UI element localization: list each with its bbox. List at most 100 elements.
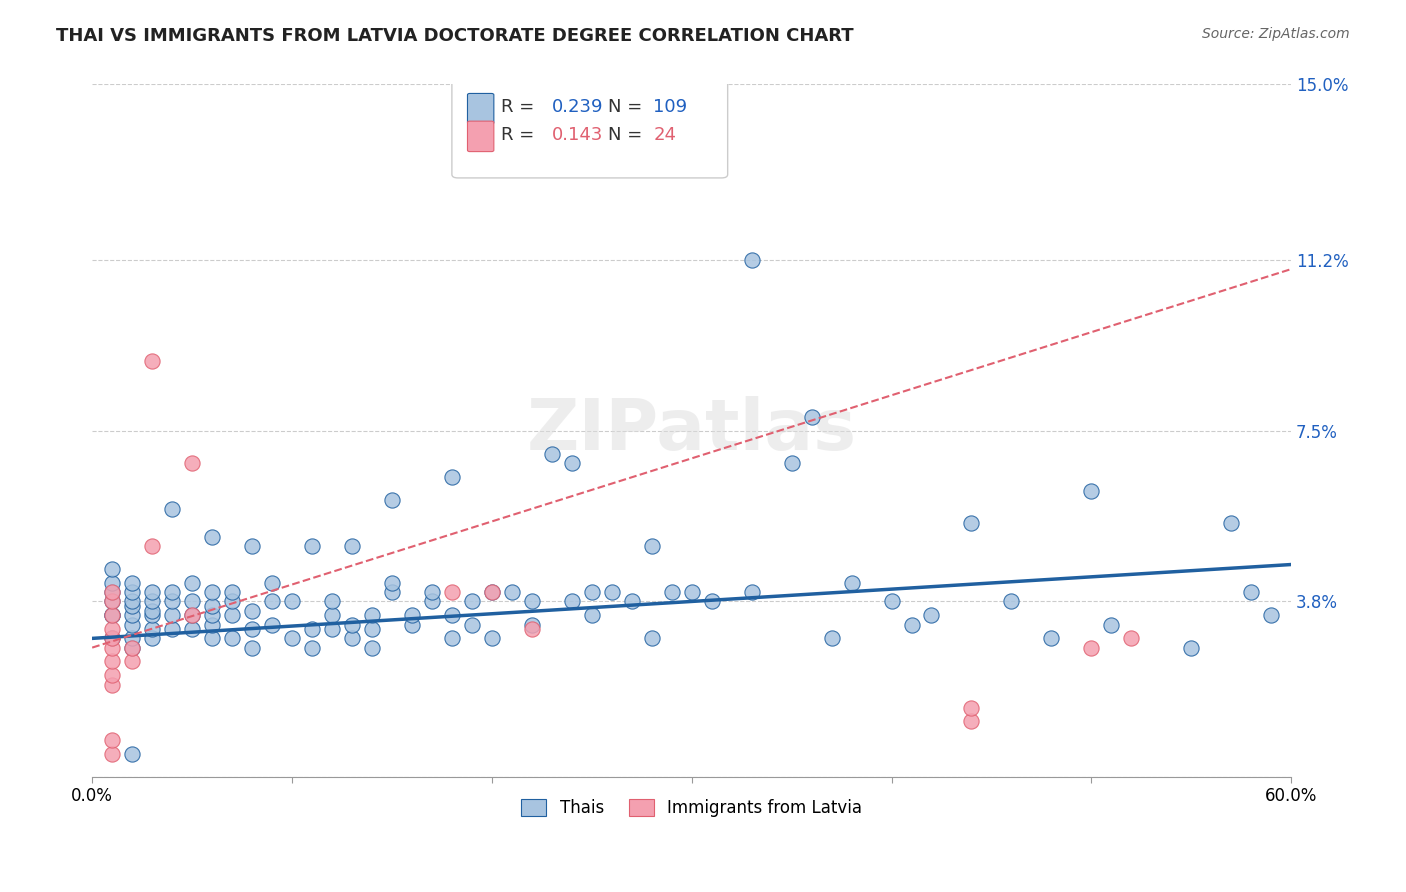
Point <box>520 594 543 608</box>
Point <box>181 608 204 623</box>
Point <box>181 594 204 608</box>
Point <box>181 622 204 636</box>
Point <box>321 622 343 636</box>
Point <box>381 492 404 507</box>
Point <box>101 655 124 669</box>
Point <box>101 622 124 636</box>
Point <box>101 677 124 691</box>
Point <box>741 585 763 599</box>
Point <box>641 539 664 553</box>
Point <box>281 594 304 608</box>
Point <box>1080 640 1102 655</box>
Point <box>121 599 143 613</box>
Point <box>201 585 224 599</box>
Point <box>101 640 124 655</box>
Point <box>121 576 143 591</box>
Point <box>121 608 143 623</box>
Point <box>960 516 983 530</box>
Text: R =: R = <box>501 98 540 116</box>
Point <box>501 585 523 599</box>
Point <box>481 585 503 599</box>
Point <box>260 576 283 591</box>
Point <box>121 640 143 655</box>
Point <box>381 585 404 599</box>
Point <box>260 594 283 608</box>
Point <box>321 594 343 608</box>
Point <box>141 632 163 646</box>
Point <box>340 539 363 553</box>
Point <box>800 409 823 424</box>
Text: 0.143: 0.143 <box>551 126 603 144</box>
Point <box>201 599 224 613</box>
Point <box>101 585 124 599</box>
Point <box>101 576 124 591</box>
Point <box>401 608 423 623</box>
Point <box>121 617 143 632</box>
Point <box>101 608 124 623</box>
Point <box>240 539 263 553</box>
Point <box>101 668 124 682</box>
Point <box>1220 516 1243 530</box>
Point <box>221 594 243 608</box>
Point <box>780 456 803 470</box>
Point <box>301 622 323 636</box>
Point <box>440 585 463 599</box>
Point <box>561 594 583 608</box>
Point <box>121 632 143 646</box>
Point <box>520 622 543 636</box>
Point <box>121 585 143 599</box>
Point <box>420 594 443 608</box>
Point <box>1000 594 1022 608</box>
Point <box>420 585 443 599</box>
Point <box>160 622 183 636</box>
Point <box>401 617 423 632</box>
Point <box>641 632 664 646</box>
Point <box>121 594 143 608</box>
Point <box>581 585 603 599</box>
Text: THAI VS IMMIGRANTS FROM LATVIA DOCTORATE DEGREE CORRELATION CHART: THAI VS IMMIGRANTS FROM LATVIA DOCTORATE… <box>56 27 853 45</box>
Point <box>661 585 683 599</box>
Point <box>101 594 124 608</box>
Text: 0.239: 0.239 <box>551 98 603 116</box>
Point <box>181 608 204 623</box>
Point <box>321 608 343 623</box>
Point <box>240 622 263 636</box>
Point <box>141 585 163 599</box>
Point <box>960 714 983 729</box>
Point <box>381 576 404 591</box>
Point <box>181 576 204 591</box>
Point <box>960 700 983 714</box>
Point <box>301 539 323 553</box>
Point <box>481 632 503 646</box>
Point <box>101 747 124 761</box>
Point <box>900 617 922 632</box>
Point <box>181 456 204 470</box>
Point <box>141 622 163 636</box>
Point <box>921 608 943 623</box>
Point <box>121 655 143 669</box>
Point <box>101 585 124 599</box>
Point <box>240 604 263 618</box>
FancyBboxPatch shape <box>467 121 494 152</box>
Point <box>281 632 304 646</box>
Point <box>301 640 323 655</box>
Point <box>201 608 224 623</box>
Point <box>361 622 384 636</box>
Point <box>160 585 183 599</box>
Text: 24: 24 <box>654 126 676 144</box>
Point <box>461 594 484 608</box>
Point <box>1080 483 1102 498</box>
Point <box>1099 617 1122 632</box>
Point <box>340 617 363 632</box>
Point <box>880 594 903 608</box>
Point <box>581 608 603 623</box>
Point <box>240 640 263 655</box>
Point <box>1260 608 1282 623</box>
Point <box>101 632 124 646</box>
FancyBboxPatch shape <box>451 74 728 178</box>
Point <box>1180 640 1202 655</box>
Point <box>221 608 243 623</box>
Point <box>141 354 163 368</box>
Text: ZIPatlas: ZIPatlas <box>527 396 856 465</box>
Point <box>101 632 124 646</box>
